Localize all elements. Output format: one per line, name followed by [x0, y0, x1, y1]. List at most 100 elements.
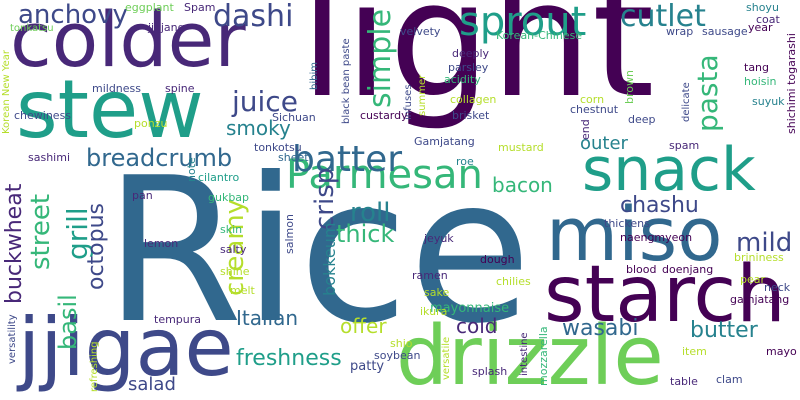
word-cloud-word: sake	[424, 286, 450, 299]
word-cloud-word: outer	[580, 133, 628, 154]
word-cloud-word: octopus	[84, 202, 109, 290]
word-cloud-word: smoky	[226, 116, 291, 140]
word-cloud-word: Gamjatang	[414, 135, 475, 148]
word-cloud-word: doenjang	[662, 263, 714, 276]
word-cloud-word: ponzu	[134, 117, 168, 130]
word-cloud-word: gukbap	[208, 191, 250, 204]
word-cloud-word: item	[682, 345, 707, 358]
word-cloud-word: ramen	[412, 269, 448, 282]
word-cloud-word: year	[748, 21, 773, 34]
word-cloud-word: tang	[744, 61, 770, 74]
word-cloud-word: intestine	[519, 332, 530, 376]
word-cloud-word: versatility	[7, 314, 18, 364]
word-cloud-word: spine	[165, 82, 195, 95]
word-cloud-word: versatile	[441, 336, 452, 380]
word-cloud-word: chashu	[620, 193, 699, 218]
word-cloud-word: offer	[340, 314, 387, 338]
word-cloud-word: thick	[336, 220, 395, 248]
word-cloud-word: tonkatsu	[10, 23, 54, 34]
word-cloud-word: brown	[623, 70, 636, 104]
word-cloud-word: end	[579, 119, 592, 140]
word-cloud-word: freshness	[236, 346, 342, 371]
word-cloud-word: basil	[54, 294, 82, 350]
word-cloud-word: parsley	[448, 61, 489, 74]
word-cloud-word: wrap	[666, 25, 694, 38]
word-cloud-word: custardy	[360, 109, 408, 122]
word-cloud-word: anchovy	[18, 0, 128, 30]
word-cloud-word: velvety	[400, 25, 441, 38]
word-cloud-word: spam	[669, 139, 700, 152]
word-cloud-word: gamjatang	[730, 293, 790, 306]
word-cloud-word: delicate	[681, 82, 692, 122]
word-cloud-word: black bean paste	[341, 38, 352, 124]
word-cloud-word: hoisin	[744, 75, 777, 88]
word-cloud-word: mustard	[498, 141, 544, 154]
word-cloud-word: chestnut	[570, 103, 619, 116]
word-cloud-word: brininess	[734, 251, 784, 264]
word-cloud-word: table	[670, 375, 698, 388]
word-cloud-word: eggplant	[125, 1, 174, 14]
word-cloud-word: batter	[292, 139, 403, 180]
word-cloud-word: chilies	[496, 275, 531, 288]
word-cloud-word: Parmesan	[286, 152, 483, 198]
word-cloud-word: melt	[230, 284, 255, 297]
word-cloud-word: Korean New Year	[1, 49, 12, 134]
word-cloud-word: street	[26, 193, 56, 270]
word-cloud-word: butter	[690, 318, 758, 343]
word-cloud-word: refreshing	[89, 341, 100, 392]
word-cloud-word: pan	[132, 189, 153, 202]
word-cloud-word: mozzarella	[537, 326, 550, 386]
word-cloud-word: dashi	[213, 0, 294, 34]
word-cloud-word: coat	[756, 13, 780, 26]
word-cloud-word: simple	[363, 8, 398, 108]
word-cloud-word: note	[185, 157, 198, 182]
word-cloud-word: ikura	[420, 305, 448, 318]
word-cloud-word: sashimi	[28, 151, 71, 164]
word-cloud-word: cutlet	[620, 0, 706, 34]
word-cloud-word: juice	[232, 85, 298, 118]
word-cloud-word: pasta	[691, 54, 724, 132]
word-cloud-word: shoyu	[746, 1, 779, 14]
word-cloud-word: roe	[456, 155, 474, 168]
word-cloud-word: Rice	[104, 135, 532, 368]
word-cloud-word: wasabi	[562, 316, 639, 341]
word-cloud-word: lemon	[144, 237, 179, 250]
word-cloud-word: corn	[580, 93, 605, 106]
word-cloud-word: thickens	[604, 217, 650, 230]
word-cloud-word: drizzle	[396, 309, 664, 400]
word-cloud-word: jjajang	[148, 21, 185, 34]
word-cloud-word: cilantro	[198, 171, 240, 184]
word-cloud-word: sausage	[702, 25, 748, 38]
word-cloud-word: bibim	[309, 62, 320, 90]
word-cloud-word: cold	[456, 314, 498, 338]
word-cloud-word: jeyuk	[424, 232, 454, 245]
word-cloud-word: deeply	[452, 47, 490, 60]
word-cloud-word: Spam	[184, 1, 216, 14]
word-cloud-word: tonkotsu	[254, 141, 302, 154]
word-cloud-word: salmon	[283, 214, 296, 254]
word-cloud-word: crisp	[310, 167, 340, 230]
word-cloud-word: patty	[350, 359, 385, 374]
word-cloud-word: collagen	[450, 93, 497, 106]
word-cloud-word: mayo	[766, 345, 797, 358]
word-cloud-word: Korean-Chinese	[496, 29, 583, 42]
word-cloud-word: soybean	[374, 349, 421, 362]
word-cloud-word: shio	[390, 337, 413, 350]
word-cloud-word: deep	[628, 113, 656, 126]
word-cloud-word: miso	[546, 192, 723, 278]
word-cloud-word: skin	[220, 223, 243, 236]
word-cloud-word: chewiness	[14, 109, 72, 122]
word-cloud-word: suyuk	[752, 95, 785, 108]
word-cloud-word: dough	[480, 253, 515, 266]
word-cloud-word: salty	[220, 243, 247, 256]
word-cloud-word: shine	[220, 265, 250, 278]
word-cloud-word: tempura	[154, 313, 202, 326]
word-cloud-word: breadcrumb	[86, 144, 233, 172]
word-cloud-word: summer	[417, 74, 428, 116]
word-cloud-word: neck	[764, 281, 791, 294]
word-cloud-word: salad	[128, 374, 176, 395]
word-cloud-word: mildness	[92, 82, 142, 95]
word-cloud-word: stew	[16, 63, 204, 156]
word-cloud-word: mayonnaise	[430, 301, 510, 316]
